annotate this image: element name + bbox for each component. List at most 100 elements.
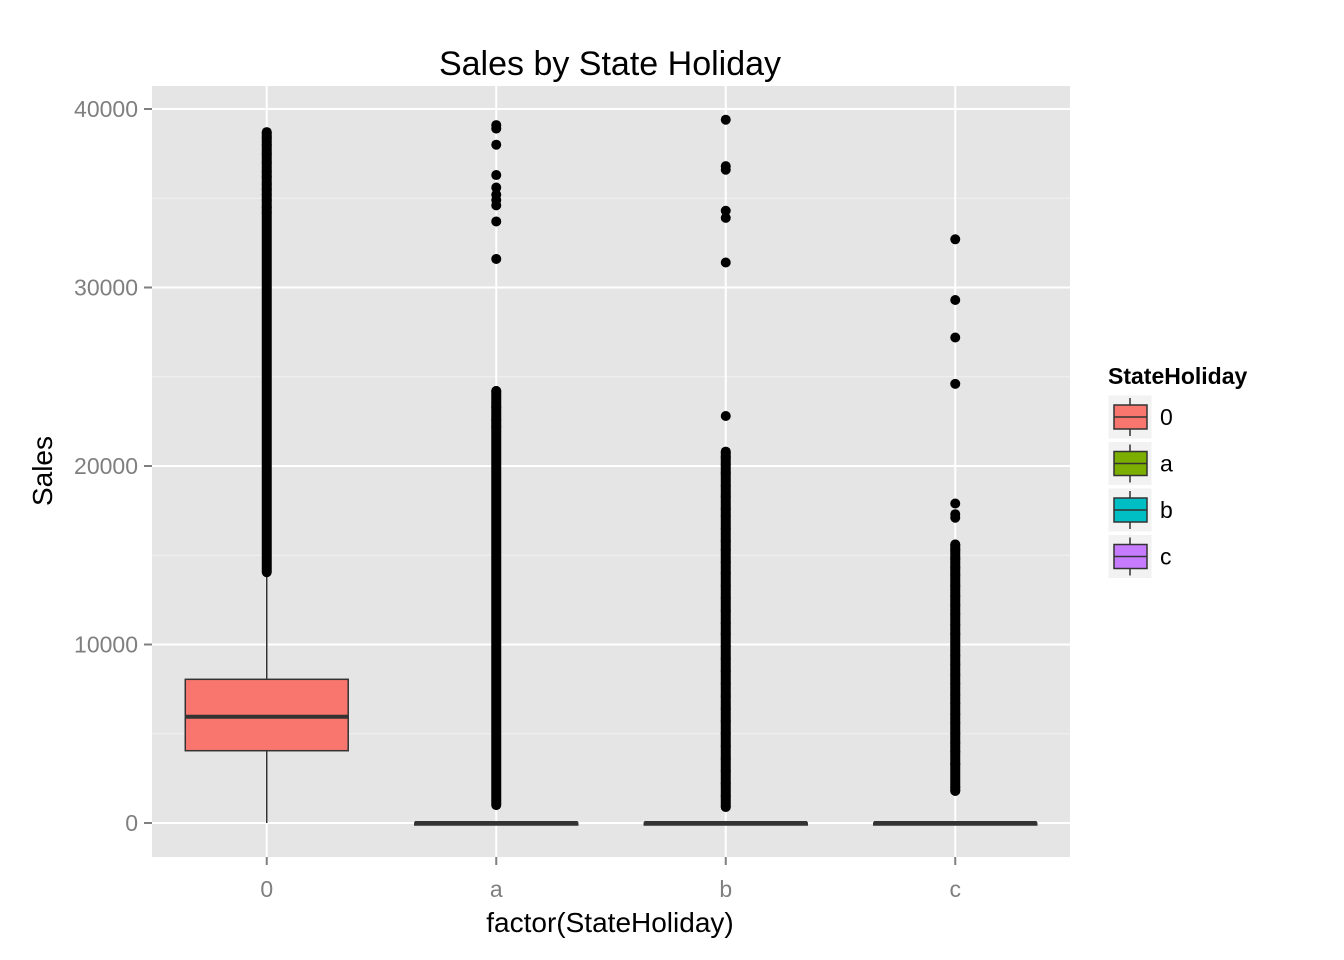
outlier-point: [720, 468, 731, 479]
outlier-point: [261, 195, 272, 206]
legend-item-c: c: [1107, 534, 1172, 579]
outlier-point: [950, 562, 961, 573]
legend-item-b: b: [1107, 487, 1173, 533]
legend-label: c: [1160, 544, 1172, 570]
boxplot-b: [643, 821, 808, 826]
outlier-point: [720, 503, 731, 514]
y-tick-label: 40000: [74, 96, 138, 122]
legend-item-a: a: [1107, 441, 1173, 486]
outlier-point: [720, 535, 731, 546]
outlier-point: [720, 510, 731, 521]
outlier-point: [720, 628, 731, 639]
outlier-point: [491, 414, 502, 425]
y-axis-title: Sales: [27, 436, 58, 506]
outlier-point: [491, 421, 502, 432]
outlier-point: [720, 791, 731, 802]
y-axis: 0 10000 20000 30000 40000: [74, 96, 152, 836]
legend-title: StateHoliday: [1108, 363, 1248, 389]
outlier-point: [950, 678, 961, 689]
x-tick-label: 0: [260, 876, 273, 902]
outlier-point: [720, 459, 731, 470]
outlier-point: [720, 114, 731, 125]
x-axis-title: factor(StateHoliday): [486, 907, 733, 938]
outlier-point: [950, 650, 961, 661]
outlier-point: [950, 746, 961, 757]
outlier-point: [950, 639, 961, 650]
y-tick-label: 30000: [74, 275, 138, 301]
outlier-point: [261, 148, 272, 159]
outliers-b: [720, 114, 731, 812]
outlier-point: [950, 619, 961, 630]
outlier-point: [720, 411, 731, 422]
outlier-point: [720, 164, 731, 175]
outlier-point: [720, 593, 731, 604]
outlier-point: [720, 480, 731, 491]
outlier-point: [720, 641, 731, 652]
outlier-point: [950, 737, 961, 748]
outlier-point: [950, 378, 961, 389]
boxplot-c: [873, 821, 1038, 826]
outlier-point: [491, 253, 502, 264]
x-axis: 0 a b c: [260, 857, 961, 902]
outlier-point: [950, 628, 961, 639]
outlier-point: [720, 618, 731, 629]
outlier-point: [720, 741, 731, 752]
outlier-point: [950, 785, 961, 796]
legend-item-0: 0: [1107, 394, 1173, 440]
outlier-point: [950, 332, 961, 343]
outlier-point: [720, 691, 731, 702]
outlier-point: [720, 653, 731, 664]
outlier-point: [720, 212, 731, 223]
outlier-point: [720, 544, 731, 555]
outlier-point: [720, 523, 731, 534]
outlier-point: [720, 766, 731, 777]
outlier-point: [950, 544, 961, 555]
outlier-point: [491, 216, 502, 227]
legend-label: 0: [1160, 404, 1173, 430]
outlier-point: [950, 609, 961, 620]
outlier-point: [950, 600, 961, 611]
outlier-point: [950, 512, 961, 523]
boxplot-0: [184, 572, 349, 823]
outlier-point: [950, 718, 961, 729]
outlier-point: [720, 753, 731, 764]
legend: StateHoliday 0 abc: [1107, 363, 1248, 579]
outlier-point: [720, 257, 731, 268]
outlier-point: [720, 580, 731, 591]
outlier-point: [491, 139, 502, 150]
y-tick-label: 20000: [74, 453, 138, 479]
outlier-point: [720, 557, 731, 568]
outliers-0: [261, 127, 272, 578]
outlier-point: [720, 568, 731, 579]
outlier-point: [491, 200, 502, 211]
outlier-point: [720, 703, 731, 714]
outlier-point: [950, 569, 961, 580]
outlier-point: [950, 591, 961, 602]
outlier-points: [261, 114, 961, 812]
outlier-point: [720, 491, 731, 502]
outlier-point: [720, 205, 731, 216]
outlier-point: [950, 689, 961, 700]
outlier-point: [261, 139, 272, 150]
y-tick-label: 10000: [74, 632, 138, 658]
outlier-point: [720, 778, 731, 789]
outlier-point: [261, 171, 272, 182]
outlier-point: [491, 123, 502, 134]
outlier-point: [261, 157, 272, 168]
outlier-point: [720, 666, 731, 677]
outlier-point: [950, 659, 961, 670]
x-tick-label: a: [490, 876, 503, 902]
outlier-point: [491, 386, 502, 397]
outlier-point: [950, 759, 961, 770]
boxplots: [184, 572, 1038, 826]
outlier-point: [491, 170, 502, 181]
outlier-point: [720, 716, 731, 727]
outlier-point: [720, 678, 731, 689]
outlier-point: [720, 801, 731, 812]
outlier-point: [950, 698, 961, 709]
outliers-c: [950, 234, 961, 796]
outlier-point: [950, 294, 961, 305]
boxplot-a: [414, 821, 579, 826]
outlier-point: [261, 207, 272, 218]
